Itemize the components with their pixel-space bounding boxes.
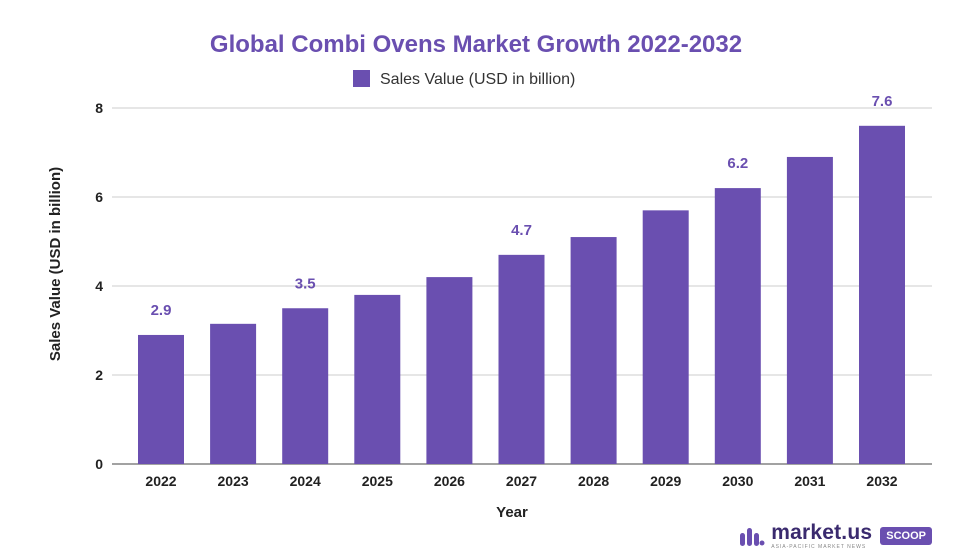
bars [138,125,905,465]
x-tick-label-2023: 2023 [218,473,249,489]
bar-2031 [786,156,833,464]
x-axis-ticks: 2022 2023 2024 2025 2026 2027 2028 2029 2030 2031… [145,473,897,489]
x-tick-label-2031: 2031 [794,473,825,489]
brand-name: market.us [771,521,873,544]
chart-title: Global Combi Ovens Market Growth 2022-20… [210,31,742,58]
x-tick-label-2028: 2028 [578,473,609,489]
brand-tagline: ASIA-PACIFIC MARKET NEWS [771,544,867,550]
y-tick-label: 8 [95,100,103,116]
y-tick-label: 2 [95,367,103,383]
x-tick-label-2024: 2024 [290,473,321,489]
x-tick-label-2026: 2026 [434,473,465,489]
data-label-2027: 4.7 [511,222,532,239]
legend-swatch [353,70,370,87]
data-label-2024: 3.5 [295,275,316,292]
x-tick-label-2027: 2027 [506,473,537,489]
bar-2028 [570,237,617,464]
x-tick-label-2022: 2022 [145,473,176,489]
brand-logo: market.us ASIA-PACIFIC MARKET NEWS SCOOP [739,522,932,550]
bar-2027 [498,254,545,464]
x-tick-label-2029: 2029 [650,473,681,489]
bar-2032 [859,125,905,465]
data-label-2032: 7.6 [872,93,893,110]
x-tick-label-2030: 2030 [722,473,753,489]
legend: Sales Value (USD in billion) [353,70,575,88]
data-label-2022: 2.9 [151,302,172,319]
x-axis-label: Year [496,504,528,521]
y-tick-label: 4 [95,278,103,294]
brand-badge: SCOOP [880,527,932,545]
x-tick-label-2025: 2025 [362,473,393,489]
market-us-logo-icon [740,528,765,546]
bar-2030 [714,188,761,464]
y-axis-label: Sales Value (USD in billion) [47,167,64,361]
y-tick-label: 0 [95,456,103,472]
legend-label: Sales Value (USD in billion) [380,71,575,88]
y-axis-ticks: 0 2 4 6 8 [95,100,103,472]
bar-2029 [642,210,689,464]
bar-2022 [138,334,184,464]
bar-2024 [282,308,329,464]
x-tick-label-2032: 2032 [866,473,897,489]
data-label-2030: 6.2 [727,155,748,172]
bar-2026 [426,277,473,464]
bar-2025 [354,294,401,464]
bar-2023 [210,323,257,464]
y-tick-label: 6 [95,189,103,205]
data-labels: 2.9 3.5 4.7 6.2 7.6 [151,93,893,319]
